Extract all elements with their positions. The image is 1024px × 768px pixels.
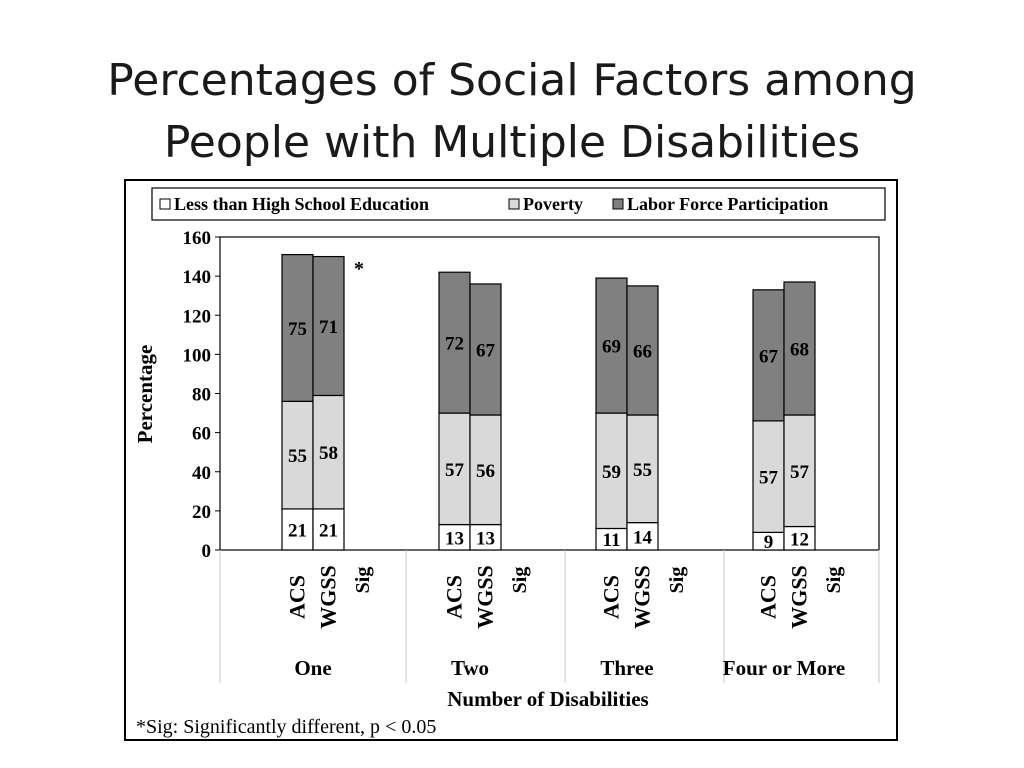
data-label: 11 [603,530,621,551]
bar-segment [469,283,502,416]
data-label: 56 [476,461,495,482]
chart-frame: Less than High School Education Poverty La… [124,179,898,741]
data-label: 13 [476,528,495,549]
bar-segment [438,271,471,414]
bar-segment [281,254,314,402]
y-tick-label: 60 [192,424,211,445]
bar-segment [626,414,659,524]
data-label: 14 [633,527,653,548]
bar-category-label: ACS [756,575,781,619]
legend-label: Less than High School Education [174,194,429,214]
data-label: 55 [288,446,307,467]
legend-swatch [508,198,520,210]
x-axis-label: Number of Disabilities [447,687,648,711]
y-tick-label: 140 [183,267,212,288]
bar-category-label: WGSS [473,565,498,629]
bar-segment [595,277,628,414]
data-label: 58 [319,443,338,464]
data-label: 57 [759,468,779,489]
y-axis-label: Percentage [133,345,157,444]
data-label: 57 [445,460,465,481]
sig-column-label: Sig [509,567,531,594]
data-label: 59 [602,462,621,483]
data-label: 57 [790,462,810,483]
legend-swatch [612,198,624,210]
group-label: Two [451,656,489,680]
group-label: One [294,656,331,680]
legend-swatch [159,198,171,210]
bar-segment [312,255,345,397]
bar-category-label: ACS [442,575,467,619]
bar-segment [595,412,628,530]
data-label: 9 [764,532,774,553]
data-label: 75 [288,319,307,340]
slide-title: Percentages of Social Factors among Peop… [0,50,1024,174]
data-label: 66 [633,341,652,362]
data-label: 68 [790,340,809,361]
footnote: *Sig: Significantly different, p < 0.05 [136,716,436,738]
bar-segment [783,414,816,528]
y-tick-label: 100 [183,345,212,366]
data-label: 69 [602,337,621,358]
sig-column-label: Sig [352,567,374,594]
data-label: 71 [319,317,338,338]
legend-label: Poverty [523,194,583,214]
data-label: 21 [319,520,338,541]
slide-title-line-2: People with Multiple Disabilities [163,117,861,168]
data-label: 12 [790,529,809,550]
bar-segment [626,522,659,551]
legend-label: Labor Force Participation [627,194,828,214]
sig-column-label: Sig [823,567,845,594]
bar-segment [469,414,502,526]
data-label: 13 [445,528,464,549]
bar-segment [626,285,659,416]
bar-category-label: ACS [285,575,310,619]
bar-segment [752,289,785,422]
bar-segment [469,523,502,551]
data-label: 21 [288,520,307,541]
bar-segment [783,281,816,416]
stacked-bar-chart: Less than High School Education Poverty La… [133,187,886,738]
bar-segment [281,400,314,510]
y-tick-label: 20 [192,502,211,523]
sig-column-label: Sig [666,567,688,594]
slide-title-line-1: Percentages of Social Factors among [107,55,917,106]
bar-category-label: ACS [599,575,624,619]
bar-category-label: WGSS [787,565,812,629]
significance-marker: * [354,258,364,280]
data-label: 72 [445,334,464,355]
y-tick-label: 80 [192,385,211,406]
bar-category-label: WGSS [316,565,341,629]
y-tick-label: 120 [183,306,212,327]
data-label: 67 [759,346,779,367]
y-tick-label: 160 [183,228,212,249]
data-label: 67 [476,340,496,361]
bar-category-label: WGSS [630,565,655,629]
group-label: Three [600,656,653,680]
bar-segment [438,412,471,526]
group-label: Four or More [723,656,845,680]
data-label: 55 [633,460,652,481]
y-tick-label: 40 [192,463,211,484]
y-tick-label: 0 [202,541,212,562]
